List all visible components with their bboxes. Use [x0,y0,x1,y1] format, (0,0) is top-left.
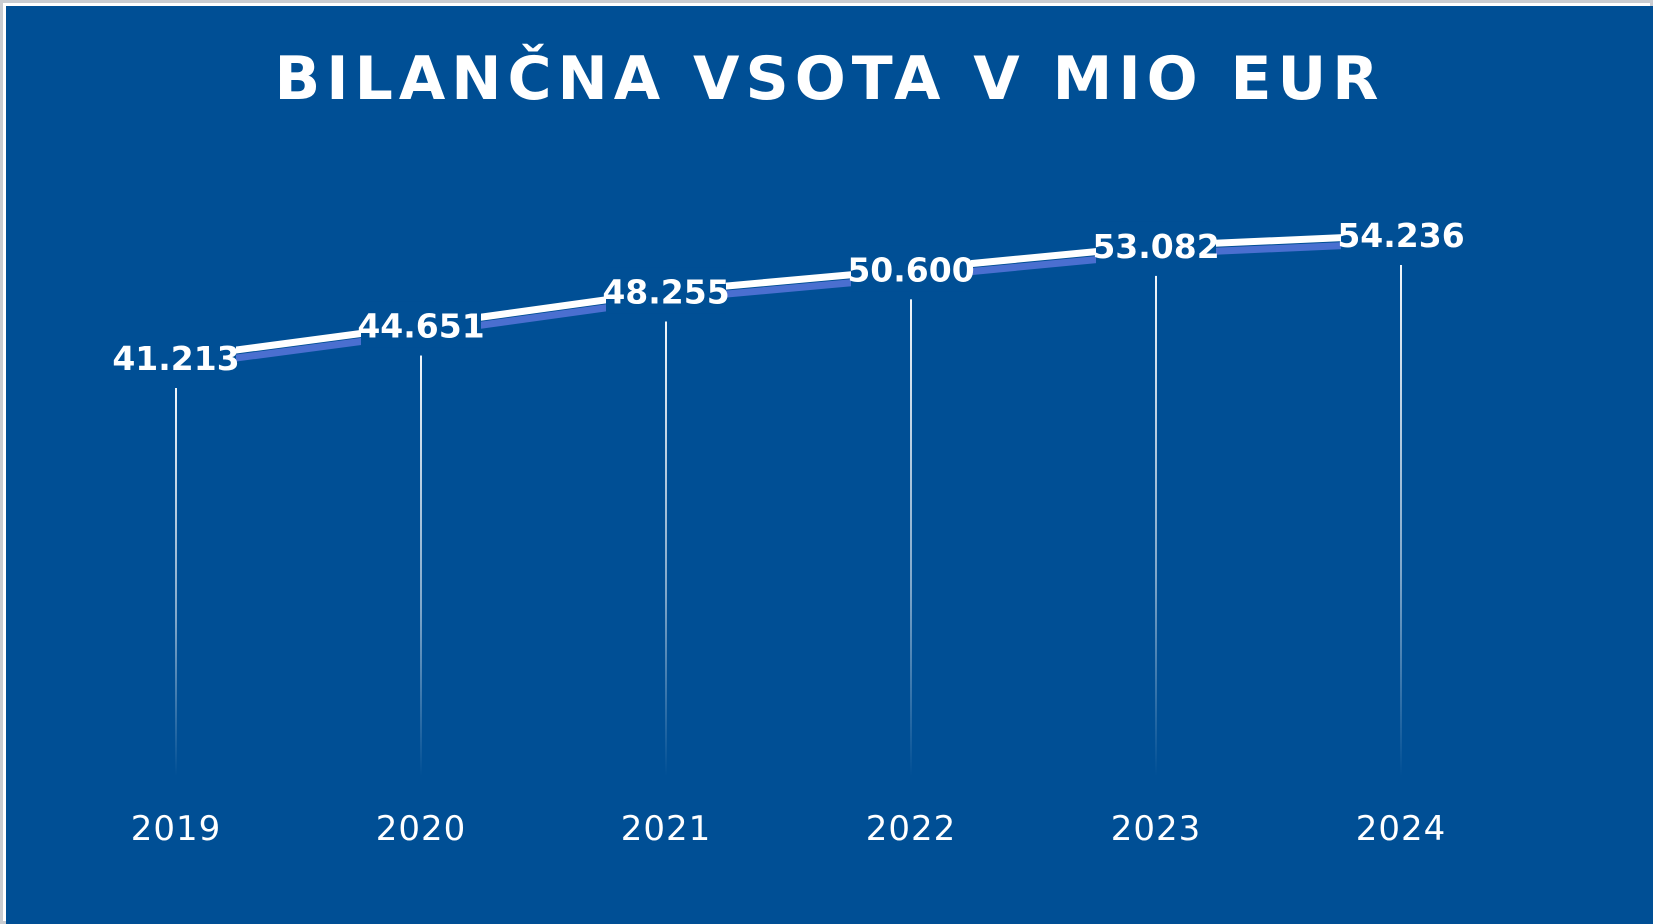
chart-panel: BILANČNA VSOTA V MIO EUR 41.213 44.651 48.… [6,6,1653,924]
drop-line-2023 [1155,275,1157,776]
x-tick-label-2024: 2024 [1356,809,1447,849]
line-chart: 41.213 44.651 48.255 50.600 53.082 54.236 201… [112,211,1465,849]
data-label-2024: 54.236 [1337,216,1464,255]
drop-lines [175,265,1402,776]
x-tick-label-2022: 2022 [866,809,957,849]
x-axis-ticks: 2019 2020 2021 2022 2023 2024 [131,809,1447,849]
data-label-2021: 48.255 [602,272,729,311]
x-tick-label-2019: 2019 [131,809,222,849]
data-label-bg-2022 [851,245,971,292]
drop-line-2021 [665,321,667,776]
chart-title: BILANČNA VSOTA V MIO EUR [274,44,1385,114]
data-label-bg-2024 [1341,211,1461,257]
data-label-bg-2020 [361,301,481,348]
data-label-bg-2023 [1096,221,1216,268]
data-labels: 41.213 44.651 48.255 50.600 53.082 54.236 [112,211,1465,380]
drop-line-2024 [1400,265,1402,776]
drop-line-2020 [420,355,422,776]
drop-line-2019 [175,388,177,776]
data-label-2022: 50.600 [847,250,974,289]
data-label-2023: 53.082 [1092,227,1219,266]
x-tick-label-2023: 2023 [1111,809,1202,849]
data-label-2019: 41.213 [112,339,239,378]
x-tick-label-2021: 2021 [621,809,712,849]
x-tick-label-2020: 2020 [376,809,467,849]
drop-line-2022 [910,299,912,776]
data-label-bg-2019 [116,334,236,380]
data-label-2020: 44.651 [357,307,484,346]
data-label-bg-2021 [606,267,726,314]
